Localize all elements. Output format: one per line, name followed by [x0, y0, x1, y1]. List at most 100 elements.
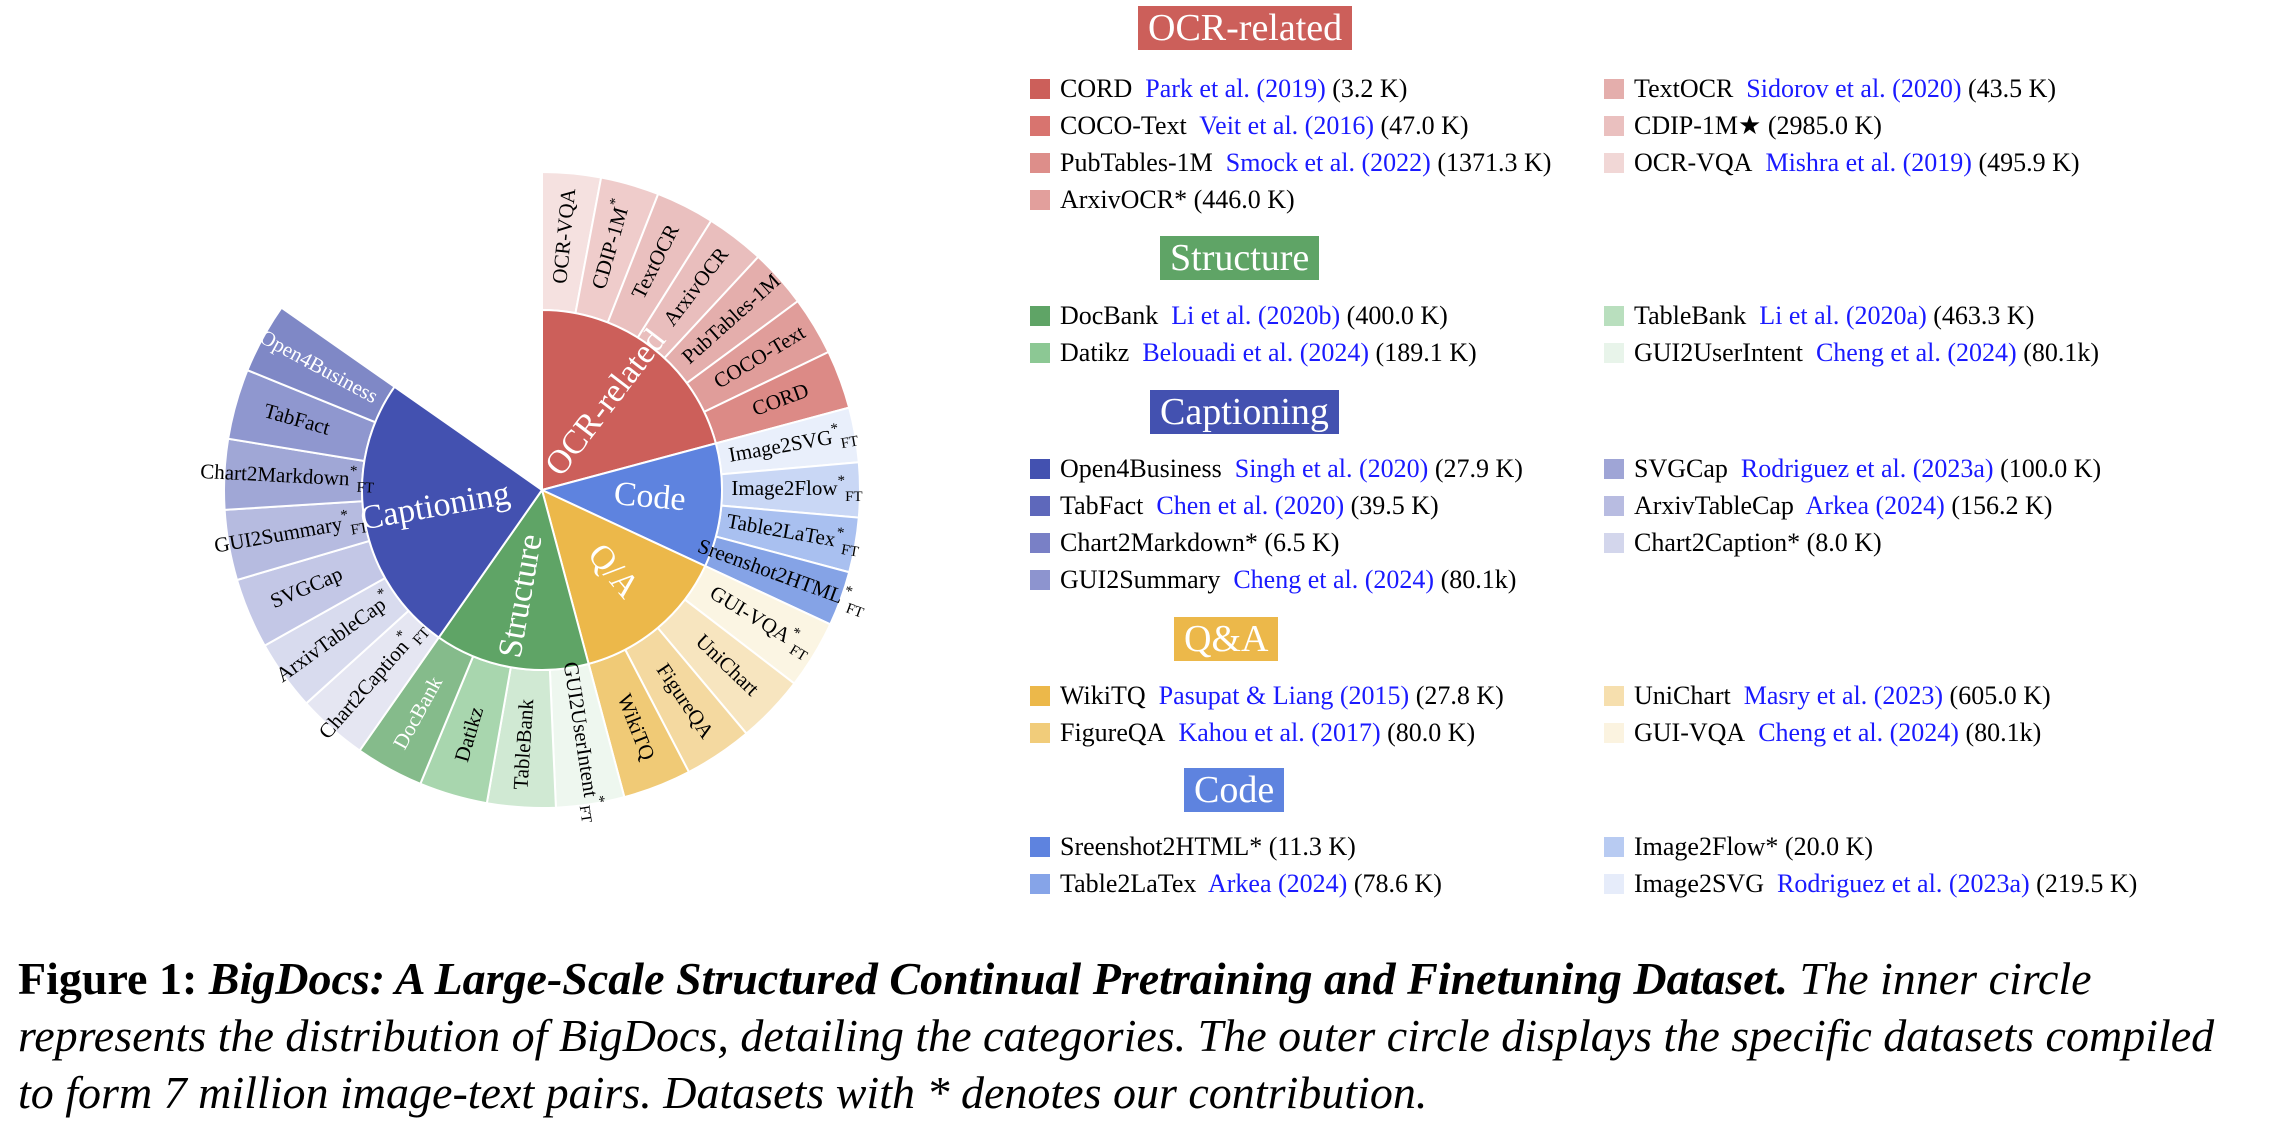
- citation-link[interactable]: Arkea (2024): [1805, 491, 1945, 520]
- dataset-size: (39.5 K): [1350, 491, 1439, 520]
- inner-wedge: [541, 308, 718, 492]
- legend-swatch: [1604, 723, 1624, 743]
- legend-swatch: [1030, 686, 1050, 706]
- figure-label: Figure 1:: [18, 953, 198, 1004]
- dataset-name: Table2LaTex: [1060, 869, 1197, 898]
- legend-swatch: [1604, 343, 1624, 363]
- dataset-size: (400.0 K): [1346, 301, 1448, 330]
- dataset-name: DocBank: [1060, 301, 1159, 330]
- legend-swatch: [1030, 116, 1050, 136]
- dataset-size: (463.3 K): [1933, 301, 2035, 330]
- citation-link[interactable]: Arkea (2024): [1207, 869, 1348, 898]
- legend-swatch: [1030, 343, 1050, 363]
- citation-link[interactable]: Chen et al. (2020): [1156, 491, 1345, 520]
- citation-link[interactable]: Rodriguez et al. (2023a): [1740, 454, 1994, 483]
- legend-swatch: [1604, 874, 1624, 894]
- citation-link[interactable]: Pasupat & Liang (2015): [1158, 681, 1410, 710]
- dataset-size: (11.3 K): [1268, 832, 1356, 861]
- legend-swatch: [1030, 79, 1050, 99]
- dataset-name: Sreenshot2HTML*: [1060, 832, 1263, 861]
- inner-wedge: [361, 385, 544, 639]
- legend-swatch: [1030, 533, 1050, 553]
- figure-caption: Figure 1: BigDocs: A Large-Scale Structu…: [18, 950, 2258, 1121]
- legend-swatch: [1030, 496, 1050, 516]
- dataset-size: (8.0 K): [1806, 528, 1882, 557]
- legend-swatch: [1030, 190, 1050, 210]
- citation-link[interactable]: Belouadi et al. (2024): [1142, 338, 1370, 367]
- dataset-size: (47.0 K): [1380, 111, 1469, 140]
- legend-swatch: [1604, 116, 1624, 136]
- legend-swatch: [1604, 153, 1624, 173]
- dataset-name: CORD: [1060, 74, 1133, 103]
- dataset-name: WikiTQ: [1060, 681, 1146, 710]
- legend-swatch: [1604, 533, 1624, 553]
- dataset-name: Image2SVG: [1634, 869, 1764, 898]
- legend-swatch: [1030, 306, 1050, 326]
- dataset-name: Image2Flow*: [1634, 832, 1779, 861]
- legend-entry: WikiTQ Pasupat & Liang (2015) (27.8 K): [1030, 679, 1504, 713]
- legend-entry: Datikz Belouadi et al. (2024) (189.1 K): [1030, 336, 1477, 370]
- dataset-size: (495.9 K): [1978, 148, 2080, 177]
- citation-link[interactable]: Rodriguez et al. (2023a): [1776, 869, 2030, 898]
- dataset-size: (2985.0 K): [1767, 111, 1882, 140]
- citation-link[interactable]: Park et al. (2019): [1145, 74, 1326, 103]
- citation-link[interactable]: Cheng et al. (2024): [1758, 718, 1959, 747]
- citation-link[interactable]: Li et al. (2020a): [1759, 301, 1927, 330]
- legend-entry: UniChart Masry et al. (2023) (605.0 K): [1604, 679, 2051, 713]
- legend-entry: Chart2Caption* (8.0 K): [1604, 526, 1882, 560]
- dataset-size: (605.0 K): [1949, 681, 2051, 710]
- dataset-name: OCR-VQA: [1634, 148, 1753, 177]
- citation-link[interactable]: Li et al. (2020b): [1171, 301, 1341, 330]
- dataset-name: GUI2Summary: [1060, 565, 1221, 594]
- legend-entry: COCO-Text Veit et al. (2016) (47.0 K): [1030, 109, 1469, 143]
- legend-entry: SVGCap Rodriguez et al. (2023a) (100.0 K…: [1604, 452, 2101, 486]
- dataset-name: Open4Business: [1060, 454, 1222, 483]
- dataset-size: (27.8 K): [1415, 681, 1504, 710]
- figure-caption-text: The inner circle represents the distribu…: [18, 953, 2215, 1118]
- citation-link[interactable]: Masry et al. (2023): [1743, 681, 1944, 710]
- sunburst-chart: OCR-VQA CDIP-1M*TextOCRArxivOCRPubTables-…: [200, 170, 865, 824]
- dataset-name: CDIP-1M★: [1634, 111, 1762, 140]
- dataset-size: (1371.3 K): [1437, 148, 1552, 177]
- inner-wedge: [437, 487, 590, 671]
- dataset-name: PubTables-1M: [1060, 148, 1213, 177]
- legend-entry: Sreenshot2HTML* (11.3 K): [1030, 830, 1356, 864]
- dataset-size: (20.0 K): [1784, 832, 1874, 861]
- citation-link[interactable]: Kahou et al. (2017): [1178, 718, 1381, 747]
- outer-ring: [223, 170, 862, 810]
- inner-wedge: [539, 442, 723, 568]
- legend-entry: Image2SVG Rodriguez et al. (2023a) (219.…: [1604, 867, 2137, 901]
- citation-link[interactable]: Cheng et al. (2024): [1815, 338, 2017, 367]
- legend-swatch: [1604, 837, 1624, 857]
- dataset-name: UniChart: [1634, 681, 1731, 710]
- legend-entry: Image2Flow* (20.0 K): [1604, 830, 1873, 864]
- outer-wedge-label: Image2Flow*FT: [731, 473, 862, 505]
- legend-swatch: [1030, 570, 1050, 590]
- dataset-size: (446.0 K): [1193, 185, 1295, 214]
- dataset-name: GUI2UserIntent: [1634, 338, 1803, 367]
- legend-swatch: [1030, 837, 1050, 857]
- citation-link[interactable]: Cheng et al. (2024): [1233, 565, 1435, 594]
- inner-wedge: [540, 488, 707, 666]
- legend-entry: CORD Park et al. (2019) (3.2 K): [1030, 72, 1407, 106]
- legend-swatch: [1604, 496, 1624, 516]
- citation-link[interactable]: Mishra et al. (2019): [1765, 148, 1972, 177]
- legend-entry: ArxivTableCap Arkea (2024) (156.2 K): [1604, 489, 2052, 523]
- citation-link[interactable]: Veit et al. (2016): [1199, 111, 1374, 140]
- dataset-name: TabFact: [1060, 491, 1144, 520]
- legend-entry: PubTables-1M Smock et al. (2022) (1371.3…: [1030, 146, 1551, 180]
- legend-title-code: Code: [1184, 768, 1285, 812]
- citation-link[interactable]: Sidorov et al. (2020): [1746, 74, 1962, 103]
- legend-entry: Open4Business Singh et al. (2020) (27.9 …: [1030, 452, 1523, 486]
- dataset-name: Datikz: [1060, 338, 1130, 367]
- legend-entry: Chart2Markdown* (6.5 K): [1030, 526, 1339, 560]
- dataset-name: Chart2Caption*: [1634, 528, 1801, 557]
- citation-link[interactable]: Singh et al. (2020): [1234, 454, 1429, 483]
- legend-swatch: [1030, 153, 1050, 173]
- dataset-name: Chart2Markdown*: [1060, 528, 1258, 557]
- legend-swatch: [1604, 459, 1624, 479]
- legend-entry: GUI2Summary Cheng et al. (2024) (80.1k): [1030, 563, 1516, 597]
- dataset-name: SVGCap: [1634, 454, 1728, 483]
- citation-link[interactable]: Smock et al. (2022): [1225, 148, 1431, 177]
- dataset-size: (80.1k): [1965, 718, 2042, 747]
